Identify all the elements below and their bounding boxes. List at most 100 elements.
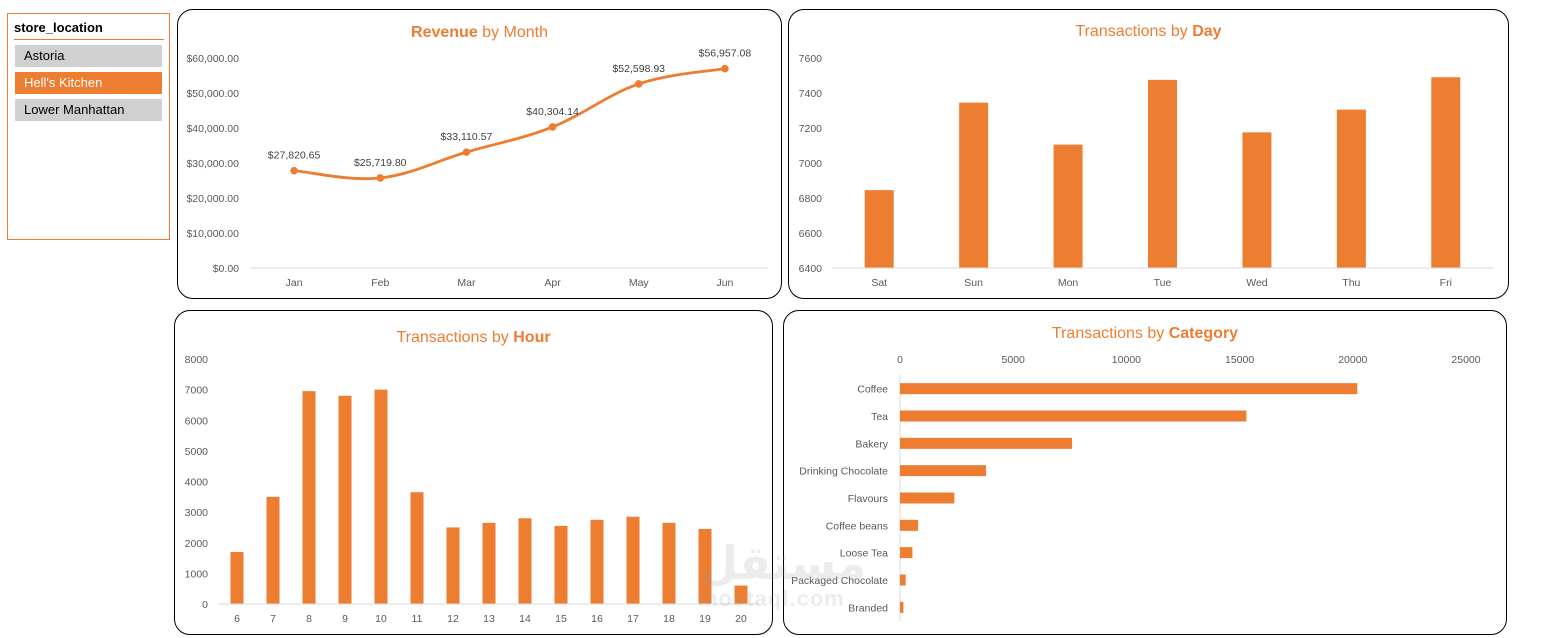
x-tick-label: 18 (663, 613, 675, 625)
bar (590, 519, 604, 604)
bar (900, 465, 987, 477)
chart-title: Transactions by Hour (396, 329, 551, 346)
y-tick-label: 8000 (185, 354, 209, 366)
y-tick-label: Branded (848, 602, 888, 614)
bar (518, 518, 532, 604)
category-bar-plot: 0 5000 10000 15000 20000 25000 Coffee Tea Bakery… (791, 354, 1481, 621)
x-tick-label: Jan (286, 277, 303, 289)
x-tick-label: 10 (375, 613, 387, 625)
bar (900, 547, 913, 559)
x-tick-label: 6 (234, 613, 240, 625)
bar (482, 522, 496, 604)
x-tick-label: 12 (447, 613, 459, 625)
y-tick-label: 6400 (799, 263, 823, 275)
slicer-item-astoria[interactable]: Astoria (15, 45, 162, 67)
data-label: $27,820.65 (268, 150, 321, 162)
bar (554, 525, 568, 604)
chart-title: Transactions by Day (1075, 23, 1222, 40)
y-tick-label: 7200 (799, 123, 823, 135)
revenue-by-month-chart: Revenue by Month $0.00 $10,000.00 $20,000.… (177, 9, 782, 299)
y-tick-label: 7000 (185, 385, 209, 397)
x-tick-label: May (629, 277, 650, 289)
y-tick-label: Coffee beans (826, 520, 888, 532)
bar (1336, 109, 1366, 268)
y-tick-label: 6000 (185, 415, 209, 427)
y-tick-label: $40,000.00 (186, 123, 239, 135)
bar (1053, 144, 1083, 268)
bar (230, 551, 244, 604)
bar (374, 389, 388, 604)
y-tick-label: Coffee (857, 384, 888, 396)
bar (1148, 79, 1177, 268)
bar (338, 395, 352, 604)
bar (734, 585, 748, 604)
chart-title: Transactions by Category (1051, 325, 1239, 342)
y-tick-label: $20,000.00 (186, 193, 239, 205)
x-tick-label: 11 (412, 613, 423, 625)
transactions-by-day-chart: Transactions by Day 6400 6600 6800 7000 7200… (788, 9, 1509, 299)
x-tick-label: Feb (371, 277, 389, 289)
bar (864, 190, 894, 268)
x-tick-label: Apr (544, 277, 561, 289)
x-tick-label: 0 (897, 354, 903, 366)
y-tick-label: $60,000.00 (186, 53, 239, 65)
data-label: $52,598.93 (612, 63, 665, 75)
bar (900, 519, 919, 531)
data-point (290, 166, 298, 175)
bar (900, 410, 1247, 422)
y-tick-label: 7000 (799, 158, 823, 170)
y-tick-label: Packaged Chocolate (791, 575, 888, 587)
bar (1431, 77, 1461, 268)
revenue-series-line (293, 67, 726, 181)
bar (900, 492, 955, 504)
data-point (462, 148, 471, 156)
data-label: $40,304.14 (526, 106, 579, 118)
x-tick-label: 20000 (1338, 354, 1367, 366)
y-tick-label: $10,000.00 (186, 228, 239, 240)
bar (900, 601, 904, 613)
y-tick-label: 0 (202, 599, 208, 611)
y-tick-label: 2000 (185, 538, 209, 550)
bar (626, 516, 640, 604)
x-tick-label: Tue (1154, 277, 1172, 289)
x-tick-label: 14 (519, 613, 531, 625)
bar (900, 574, 906, 586)
x-tick-label: 10000 (1112, 354, 1141, 366)
transactions-by-category-chart: Transactions by Category 0 5000 10000 15000… (783, 310, 1507, 635)
x-tick-label: Fri (1440, 277, 1452, 289)
data-point (721, 64, 729, 73)
y-tick-label: Loose Tea (840, 548, 888, 560)
y-tick-label: Flavours (848, 493, 888, 505)
y-tick-label: $0.00 (213, 263, 239, 275)
data-point (634, 80, 643, 88)
x-tick-label: Sat (871, 277, 887, 289)
bar (959, 102, 989, 268)
y-tick-label: 6600 (799, 228, 823, 240)
x-tick-label: 13 (483, 613, 495, 625)
y-tick-label: 3000 (185, 507, 209, 519)
day-bar-plot: 6400 6600 6800 7000 7200 7400 7600 Sat Sun Mon Tue… (799, 53, 1493, 289)
slicer-item-hells-kitchen[interactable]: Hell's Kitchen (15, 72, 162, 94)
y-tick-label: 1000 (185, 568, 209, 580)
x-tick-label: 8 (306, 613, 312, 625)
y-tick-label: $30,000.00 (186, 158, 239, 170)
transactions-by-hour-chart: Transactions by Hour 0 1000 2000 3000 4000 50… (174, 310, 773, 635)
bar (302, 391, 316, 604)
bar (1242, 132, 1272, 268)
slicer-title: store_location (14, 20, 164, 40)
y-tick-label: 7400 (799, 88, 823, 100)
x-tick-label: 15 (555, 613, 567, 625)
x-tick-label: Thu (1342, 277, 1360, 289)
slicer-item-lower-manhattan[interactable]: Lower Manhattan (15, 99, 162, 121)
data-label: $56,957.08 (699, 48, 752, 60)
store-location-slicer: store_location Astoria Hell's Kitchen Lo… (7, 13, 170, 240)
y-tick-label: $50,000.00 (186, 88, 239, 100)
y-tick-label: 7600 (799, 53, 823, 65)
x-tick-label: 16 (591, 613, 603, 625)
bar (900, 437, 1073, 449)
y-tick-label: 4000 (185, 477, 209, 489)
y-tick-label: 6800 (799, 193, 823, 205)
x-tick-label: 7 (270, 613, 276, 625)
x-tick-label: Jun (716, 277, 733, 289)
bar (900, 383, 1358, 395)
